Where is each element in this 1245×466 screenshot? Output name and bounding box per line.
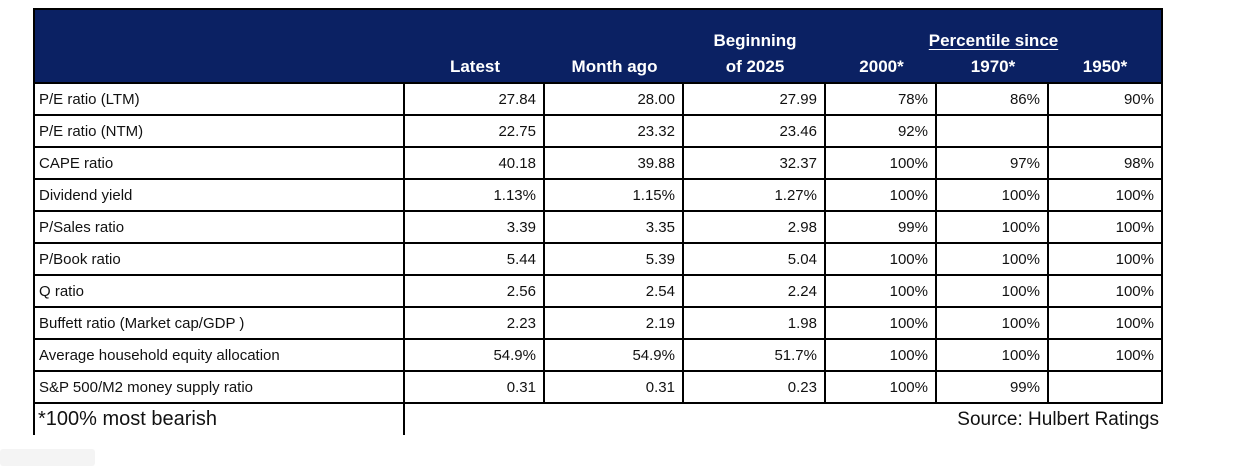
row-label: Q ratio: [39, 282, 85, 300]
cell-pct-1950: 100%: [1047, 212, 1161, 242]
cell-beginning-2025: 1.98: [682, 308, 826, 338]
table-row-buffett-ratio: Buffett ratio (Market cap/GDP ) 2.23 2.1…: [33, 308, 1163, 340]
table-row-p-book: P/Book ratio 5.44 5.39 5.04 100% 100% 10…: [33, 244, 1163, 276]
table-row-q-ratio: Q ratio 2.56 2.54 2.24 100% 100% 100%: [33, 276, 1163, 308]
cell-pct-2000: 100%: [824, 180, 937, 210]
cell-month-ago: 54.9%: [543, 340, 684, 370]
cell-beginning-2025: 2.98: [682, 212, 826, 242]
cell-latest: 0.31: [403, 372, 545, 402]
cell-latest: 54.9%: [403, 340, 545, 370]
cell-month-ago: 5.39: [543, 244, 684, 274]
cell-latest: 2.23: [403, 308, 545, 338]
cell-latest: 22.75: [403, 116, 545, 146]
cell-beginning-2025: 1.27%: [682, 180, 826, 210]
table-footer: *100% most bearish Source: Hulbert Ratin…: [33, 404, 1163, 435]
column-header-beginning-line2: of 2025: [725, 57, 785, 76]
row-label: P/Book ratio: [39, 250, 121, 268]
table-row-cape: CAPE ratio 40.18 39.88 32.37 100% 97% 98…: [33, 148, 1163, 180]
cell-month-ago: 2.54: [543, 276, 684, 306]
row-label: Average household equity allocation: [39, 346, 280, 364]
table-row-sp500-m2: S&P 500/M2 money supply ratio 0.31 0.31 …: [33, 372, 1163, 404]
cell-beginning-2025: 32.37: [682, 148, 826, 178]
cell-pct-2000: 92%: [824, 116, 937, 146]
cell-month-ago: 39.88: [543, 148, 684, 178]
row-label: CAPE ratio: [39, 154, 114, 172]
cell-latest: 27.84: [403, 84, 545, 114]
cell-latest: 1.13%: [403, 180, 545, 210]
column-header-latest: Latest: [449, 57, 501, 76]
table-row-dividend-yield: Dividend yield 1.13% 1.15% 1.27% 100% 10…: [33, 180, 1163, 212]
column-header-beginning-line1: Beginning: [713, 31, 797, 50]
cell-pct-2000: 100%: [824, 148, 937, 178]
row-label: P/Sales ratio: [39, 218, 125, 236]
cell-pct-1970: 97%: [935, 148, 1049, 178]
cell-latest: 40.18: [403, 148, 545, 178]
cell-latest: 2.56: [403, 276, 545, 306]
column-header-2000: 2000*: [859, 57, 904, 76]
cell-pct-1950: 100%: [1047, 180, 1161, 210]
cell-pct-1970: 100%: [935, 244, 1049, 274]
cell-pct-1950: [1047, 372, 1161, 402]
source-credit: Source: Hulbert Ratings: [957, 408, 1159, 430]
cell-month-ago: 28.00: [543, 84, 684, 114]
cell-month-ago: 2.19: [543, 308, 684, 338]
cell-pct-2000: 100%: [824, 276, 937, 306]
cell-pct-1970: 100%: [935, 212, 1049, 242]
cell-month-ago: 1.15%: [543, 180, 684, 210]
cell-latest: 3.39: [403, 212, 545, 242]
row-label: Dividend yield: [39, 186, 133, 204]
cell-pct-1970: [935, 116, 1049, 146]
cell-pct-2000: 100%: [824, 244, 937, 274]
row-label: Buffett ratio (Market cap/GDP ): [39, 314, 245, 332]
cell-month-ago: 0.31: [543, 372, 684, 402]
cell-pct-1970: 100%: [935, 340, 1049, 370]
column-header-1950: 1950*: [1082, 57, 1128, 76]
cell-month-ago: 3.35: [543, 212, 684, 242]
cell-beginning-2025: 27.99: [682, 84, 826, 114]
cell-pct-1950: [1047, 116, 1161, 146]
cell-month-ago: 23.32: [543, 116, 684, 146]
column-group-percentile-since: Percentile since: [826, 10, 1161, 52]
table-row-p-sales: P/Sales ratio 3.39 3.35 2.98 99% 100% 10…: [33, 212, 1163, 244]
cell-pct-1950: 90%: [1047, 84, 1161, 114]
row-label: S&P 500/M2 money supply ratio: [39, 378, 254, 396]
cell-pct-1950: 100%: [1047, 276, 1161, 306]
valuation-metrics-table: Latest Month ago Beginning of 2025 Perce…: [33, 8, 1163, 435]
cell-pct-1950: 100%: [1047, 340, 1161, 370]
column-header-1970: 1970*: [970, 57, 1016, 76]
cell-pct-2000: 78%: [824, 84, 937, 114]
cell-pct-1970: 99%: [935, 372, 1049, 402]
cell-beginning-2025: 23.46: [682, 116, 826, 146]
cell-pct-1970: 86%: [935, 84, 1049, 114]
column-header-month-ago: Month ago: [571, 57, 658, 76]
table-row-pe-ltm: P/E ratio (LTM) 27.84 28.00 27.99 78% 86…: [33, 84, 1163, 116]
cell-pct-2000: 99%: [824, 212, 937, 242]
cell-pct-1970: 100%: [935, 308, 1049, 338]
row-label: P/E ratio (NTM): [39, 122, 144, 140]
cell-pct-2000: 100%: [824, 372, 937, 402]
cell-pct-1950: 98%: [1047, 148, 1161, 178]
screen-artifact: [0, 449, 95, 466]
table-row-household-equity: Average household equity allocation 54.9…: [33, 340, 1163, 372]
cell-pct-1950: 100%: [1047, 244, 1161, 274]
cell-pct-2000: 100%: [824, 340, 937, 370]
table-header: Latest Month ago Beginning of 2025 Perce…: [33, 8, 1163, 84]
cell-beginning-2025: 2.24: [682, 276, 826, 306]
cell-beginning-2025: 51.7%: [682, 340, 826, 370]
row-label: P/E ratio (LTM): [39, 90, 140, 108]
cell-pct-2000: 100%: [824, 308, 937, 338]
cell-beginning-2025: 5.04: [682, 244, 826, 274]
percentile-since-label: Percentile since: [928, 31, 1059, 50]
cell-pct-1970: 100%: [935, 276, 1049, 306]
cell-pct-1970: 100%: [935, 180, 1049, 210]
table-row-pe-ntm: P/E ratio (NTM) 22.75 23.32 23.46 92%: [33, 116, 1163, 148]
footnote-most-bearish: *100% most bearish: [33, 404, 405, 435]
cell-latest: 5.44: [403, 244, 545, 274]
cell-pct-1950: 100%: [1047, 308, 1161, 338]
cell-beginning-2025: 0.23: [682, 372, 826, 402]
